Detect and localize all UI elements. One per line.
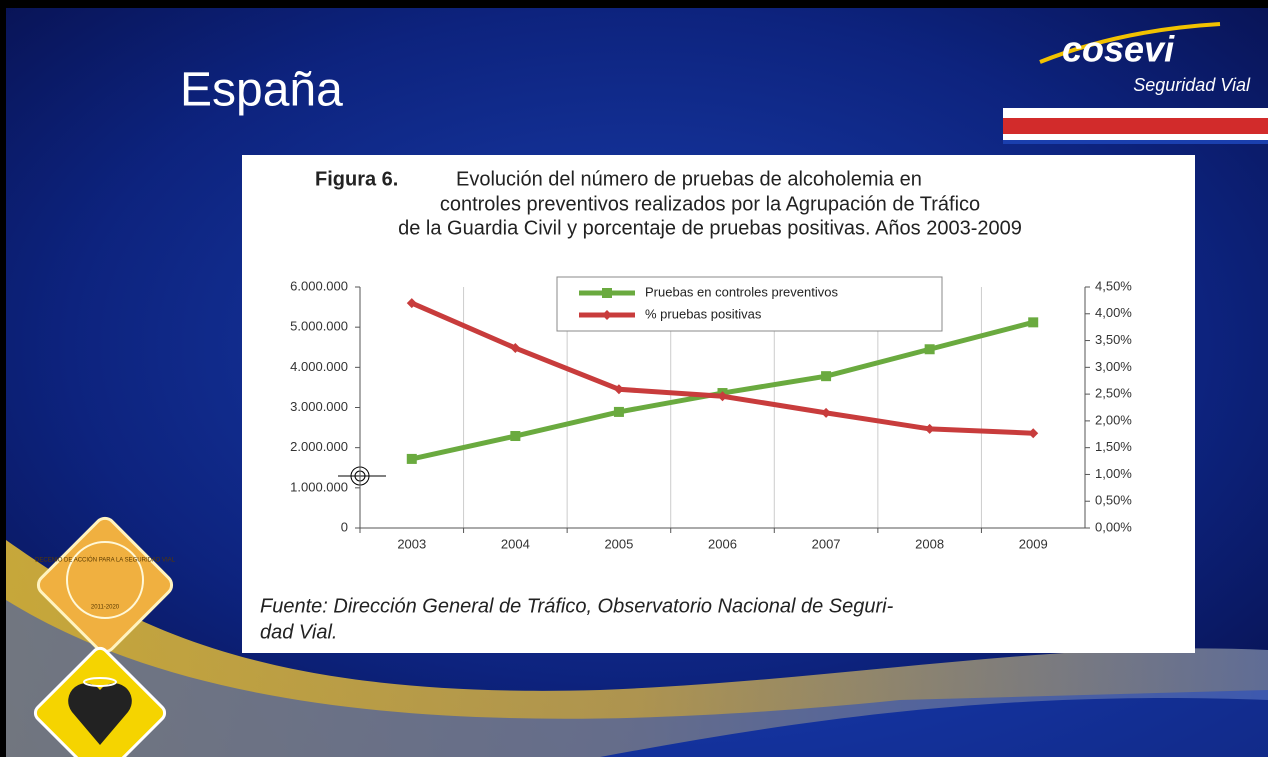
source-note: Fuente: Dirección General de Tráfico, Ob… bbox=[260, 595, 894, 617]
point bbox=[821, 371, 832, 382]
y2-tick-label: 2,50% bbox=[1095, 386, 1132, 401]
point bbox=[510, 431, 521, 442]
y2-tick-label: 4,50% bbox=[1095, 278, 1132, 293]
logo-swoosh bbox=[1039, 22, 1221, 64]
y-tick-label: 6.000.000 bbox=[290, 278, 348, 293]
flag-blue bbox=[1003, 140, 1268, 144]
y-tick-label: 1.000.000 bbox=[290, 479, 348, 494]
badge: DECENIO DE ACCIÓN PARA LA SEGURIDAD VIAL… bbox=[35, 516, 176, 654]
y-tick-label: 0 bbox=[341, 519, 348, 534]
x-tick-label: 2009 bbox=[1019, 536, 1048, 551]
legend-label: % pruebas positivas bbox=[645, 306, 762, 321]
point bbox=[1028, 317, 1039, 328]
point bbox=[717, 391, 728, 402]
heart bbox=[68, 683, 132, 745]
halo bbox=[83, 677, 117, 687]
legend-box bbox=[556, 276, 943, 332]
x-tick-label: 2004 bbox=[501, 536, 530, 551]
logo-name: cosevi bbox=[1062, 29, 1175, 70]
source-note: dad Vial. bbox=[260, 621, 337, 643]
badge-years: 2011-2020 bbox=[91, 605, 120, 611]
point bbox=[602, 288, 612, 298]
y-tick-label: 2.000.000 bbox=[290, 439, 348, 454]
y2-tick-label: 3,50% bbox=[1095, 332, 1132, 347]
badge-diamond bbox=[36, 516, 174, 654]
point bbox=[406, 453, 417, 464]
y2-tick-label: 2,00% bbox=[1095, 412, 1132, 427]
y2-tick-label: 4,00% bbox=[1095, 305, 1132, 320]
figure-label: Figura 6. bbox=[315, 168, 398, 190]
y-tick-label: 5.000.000 bbox=[290, 319, 348, 334]
badge-ring bbox=[66, 541, 144, 619]
point bbox=[613, 406, 624, 417]
point bbox=[406, 298, 417, 309]
heart-sign bbox=[33, 646, 167, 762]
y2-tick-label: 3,00% bbox=[1095, 359, 1132, 374]
x-tick-label: 2008 bbox=[915, 536, 944, 551]
y2-tick-label: 0,00% bbox=[1095, 519, 1132, 534]
figure-title: controles preventivos realizados por la … bbox=[440, 193, 980, 215]
x-tick-label: 2003 bbox=[397, 536, 426, 551]
legend-label: Pruebas en controles preventivos bbox=[645, 284, 838, 299]
figure-title: de la Guardia Civil y porcentaje de prue… bbox=[398, 217, 1022, 239]
badge-text: DECENIO DE ACCIÓN PARA LA SEGURIDAD VIAL bbox=[35, 557, 176, 564]
y2-tick-label: 1,00% bbox=[1095, 466, 1132, 481]
y-tick-label: 4.000.000 bbox=[290, 359, 348, 374]
point bbox=[821, 407, 832, 418]
y2-tick-label: 0,50% bbox=[1095, 493, 1132, 508]
y2-tick-label: 1,50% bbox=[1095, 439, 1132, 454]
y-tick-label: 3.000.000 bbox=[290, 399, 348, 414]
point bbox=[924, 344, 935, 355]
figure-title: Evolución del número de pruebas de alcoh… bbox=[456, 168, 922, 190]
slide-title: España bbox=[180, 64, 343, 117]
point bbox=[602, 310, 612, 320]
point bbox=[510, 343, 521, 354]
logo-tagline: Seguridad Vial bbox=[1133, 75, 1251, 95]
x-tick-label: 2007 bbox=[812, 536, 841, 551]
x-tick-label: 2005 bbox=[604, 536, 633, 551]
swoosh-shade bbox=[6, 600, 1268, 757]
point bbox=[613, 384, 624, 395]
x-tick-label: 2006 bbox=[708, 536, 737, 551]
flag-red bbox=[1003, 118, 1268, 134]
point bbox=[1028, 428, 1039, 439]
figure-panel bbox=[242, 155, 1195, 653]
point bbox=[924, 423, 935, 434]
